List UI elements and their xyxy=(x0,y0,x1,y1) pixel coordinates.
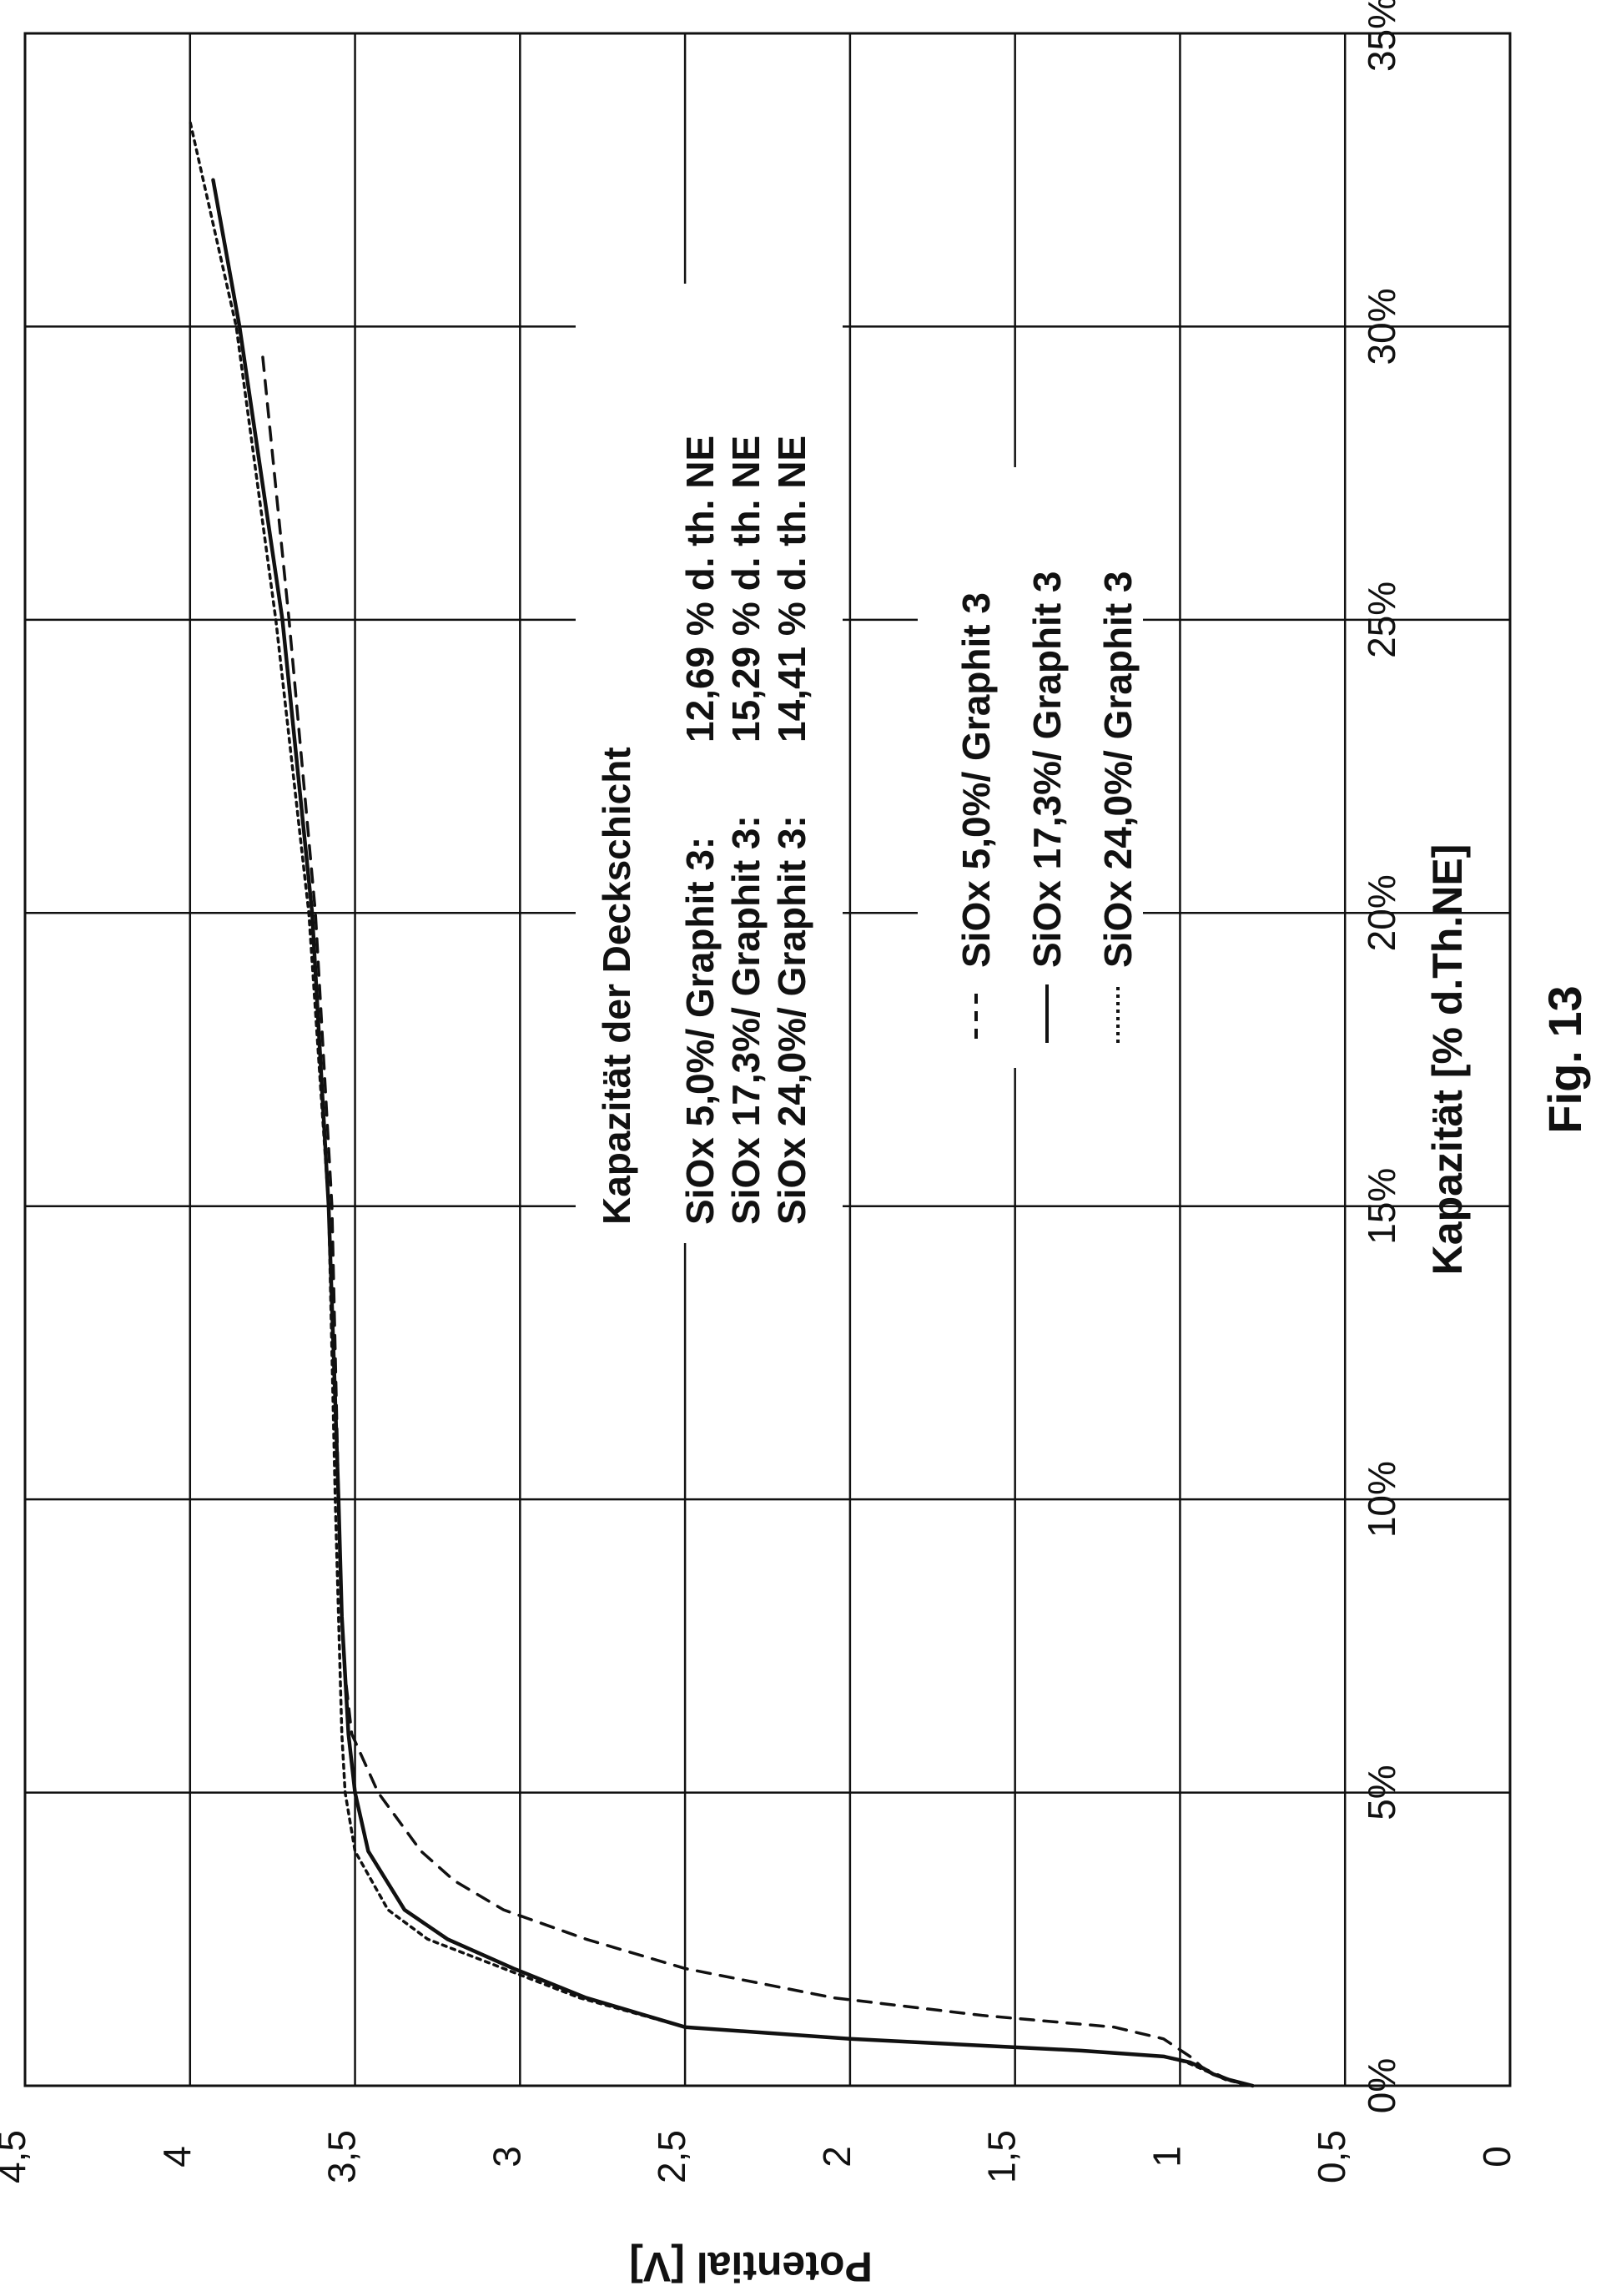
legend-label-2: SiOx 17,3%/ Graphit 3 xyxy=(1025,571,1069,968)
x-tick-label: 20% xyxy=(1360,874,1403,951)
x-axis-title: Kapazität [% d.Th.NE] xyxy=(1424,844,1471,1276)
x-tick-label: 5% xyxy=(1360,1765,1403,1820)
annotation-row-2-value: 15,29 % d. th. NE xyxy=(724,436,768,743)
x-tick-label: 35% xyxy=(1360,0,1403,72)
y-tick-label: 2,5 xyxy=(650,2130,693,2183)
x-tick-label: 15% xyxy=(1360,1168,1403,1245)
annotation-row-1-value: 12,69 % d. th. NE xyxy=(678,436,722,743)
figure-caption: Fig. 13 xyxy=(1538,985,1591,1133)
y-tick-label: 1 xyxy=(1145,2146,1188,2168)
legend-label-3: SiOx 24,0%/ Graphit 3 xyxy=(1096,571,1140,968)
x-tick-label: 10% xyxy=(1360,1461,1403,1538)
annotation-row-3-label: SiOx 24,0%/ Graphit 3: xyxy=(770,815,813,1225)
y-tick-label: 3 xyxy=(485,2146,528,2168)
y-tick-labels: 0 0,5 1 1,5 2 2,5 3 3,5 4 4,5 xyxy=(0,2130,1518,2183)
annotation-box: Kapazität der Deckschicht SiOx 5,0%/ Gra… xyxy=(576,284,843,1243)
annotation-row-2-label: SiOx 17,3%/ Graphit 3: xyxy=(724,815,768,1225)
y-tick-label: 0,5 xyxy=(1310,2130,1353,2183)
x-tick-label: 0% xyxy=(1360,2058,1403,2113)
y-tick-label: 4,5 xyxy=(0,2130,33,2183)
y-axis-title: Potential [V] xyxy=(629,2243,873,2290)
x-tick-labels: 0% 5% 10% 15% 20% 25% 30% 35% xyxy=(1360,0,1403,2113)
annotation-row-1-label: SiOx 5,0%/ Graphit 3: xyxy=(678,837,722,1225)
y-tick-label: 1,5 xyxy=(980,2130,1024,2183)
y-tick-label: 4 xyxy=(155,2146,199,2168)
y-tick-label: 0 xyxy=(1475,2146,1518,2168)
y-tick-label: 3,5 xyxy=(320,2130,364,2183)
legend-label-1: SiOx 5,0%/ Graphit 3 xyxy=(954,592,998,968)
annotation-row-3-value: 14,41 % d. th. NE xyxy=(770,436,813,743)
x-tick-label: 30% xyxy=(1360,288,1403,365)
annotation-title: Kapazität der Deckschicht xyxy=(595,747,638,1225)
legend: SiOx 5,0%/ Graphit 3 SiOx 17,3%/ Graphit… xyxy=(918,467,1143,1068)
y-tick-label: 2 xyxy=(815,2146,858,2168)
x-tick-label: 25% xyxy=(1360,582,1403,658)
